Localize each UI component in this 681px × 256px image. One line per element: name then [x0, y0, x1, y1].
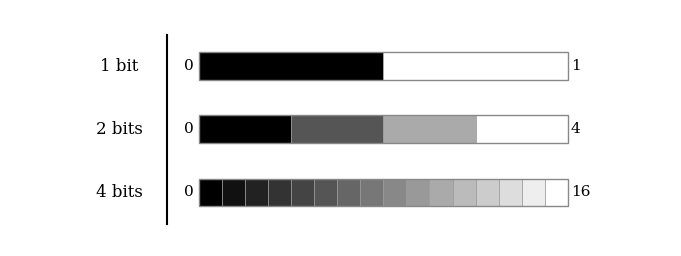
Bar [199, 52, 568, 80]
Text: 4: 4 [571, 122, 580, 136]
Bar [475, 115, 568, 143]
Bar [383, 115, 475, 143]
Bar [291, 115, 383, 143]
Text: 16: 16 [571, 185, 590, 199]
Bar [383, 179, 407, 206]
Bar [383, 52, 568, 80]
Bar [337, 179, 360, 206]
Bar [199, 179, 568, 206]
Bar [199, 52, 383, 80]
Bar [430, 179, 453, 206]
Bar [244, 179, 268, 206]
Text: 1 bit: 1 bit [100, 58, 139, 75]
Bar [314, 179, 337, 206]
Bar [545, 179, 568, 206]
Bar [199, 115, 291, 143]
Text: 0: 0 [184, 122, 193, 136]
Text: 1: 1 [571, 59, 580, 73]
Bar [522, 179, 545, 206]
Text: 2 bits: 2 bits [96, 121, 143, 138]
Bar [199, 115, 568, 143]
Text: 0: 0 [184, 185, 193, 199]
Text: 0: 0 [184, 59, 193, 73]
Text: 4 bits: 4 bits [96, 184, 143, 201]
Bar [199, 179, 222, 206]
Bar [407, 179, 430, 206]
Bar [498, 179, 522, 206]
Bar [453, 179, 475, 206]
Bar [268, 179, 291, 206]
Bar [291, 179, 314, 206]
Bar [222, 179, 244, 206]
Bar [360, 179, 383, 206]
Bar [475, 179, 498, 206]
